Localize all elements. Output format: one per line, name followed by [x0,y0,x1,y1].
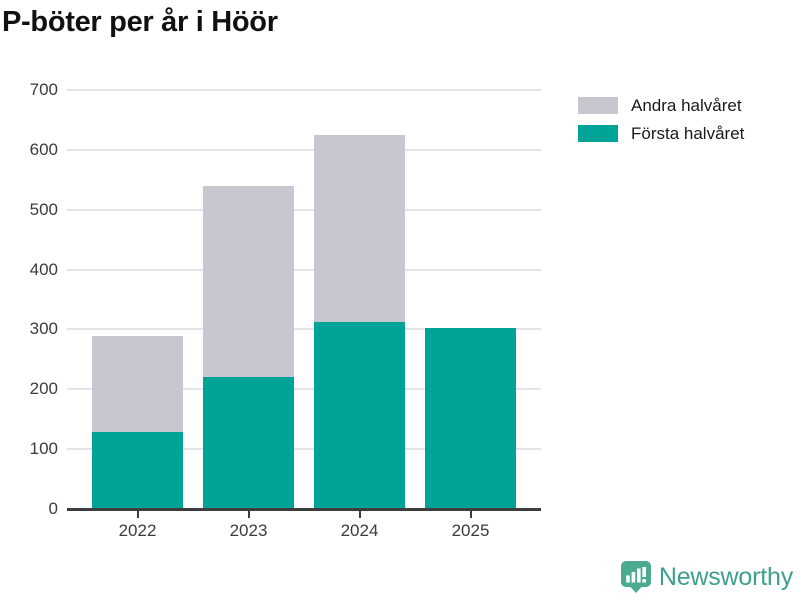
bar-2022-första-halvåret [92,431,183,509]
legend-label-andra: Andra halvåret [631,95,742,115]
y-axis-tick-300: 300 [29,319,58,339]
x-axis-tickmark-2025 [469,510,472,518]
x-axis-tick-2023: 2023 [229,521,268,540]
legend-label-forsta: Första halvåret [631,123,745,143]
gridline-300 [67,328,541,331]
gridline-500 [67,208,541,211]
gridline-100 [67,448,541,451]
x-axis-tickmark-2022 [136,510,139,518]
bar-2024-första-halvåret [314,321,405,509]
legend-swatch-andra [578,97,618,114]
gridline-600 [67,148,541,151]
y-axis-tick-600: 600 [29,139,58,159]
x-axis-tick-2022: 2022 [118,521,157,540]
bar-2023-första-halvåret [203,377,294,509]
bar-2024-andra-halvåret [314,134,405,322]
y-axis-tick-100: 100 [29,439,58,459]
bar-2025-första-halvåret [425,328,516,509]
newsworthy-wordmark: Newsworthy [658,562,793,591]
bar-chart-speech-bubble-icon [620,561,651,593]
bar-2022-andra-halvåret [92,336,183,432]
x-axis-line [67,508,541,511]
x-axis-tick-2024: 2024 [340,521,379,540]
legend-item-forsta-halvaret: Första halvåret [578,123,745,143]
legend-item-andra-halvaret: Andra halvåret [578,95,744,115]
gridline-200 [67,388,541,391]
legend-swatch-forsta [578,125,618,142]
y-axis-tick-200: 200 [29,379,58,399]
gridline-400 [67,268,541,271]
y-axis-tick-400: 400 [29,259,58,279]
x-axis-tickmark-2023 [247,510,250,518]
gridline-700 [67,89,541,91]
y-axis-tick-700: 700 [29,80,58,99]
x-axis-tickmark-2024 [358,510,361,518]
x-axis-tick-2025: 2025 [451,521,490,540]
y-axis-tick-500: 500 [29,199,58,219]
bar-2023-andra-halvåret [203,185,294,378]
y-axis-tick-0: 0 [48,499,58,518]
chart-title: P-böter per år i Höör [2,6,278,38]
newsworthy-logo: Newsworthy [620,560,793,594]
legend: Andra halvåret Första halvåret [578,95,745,153]
